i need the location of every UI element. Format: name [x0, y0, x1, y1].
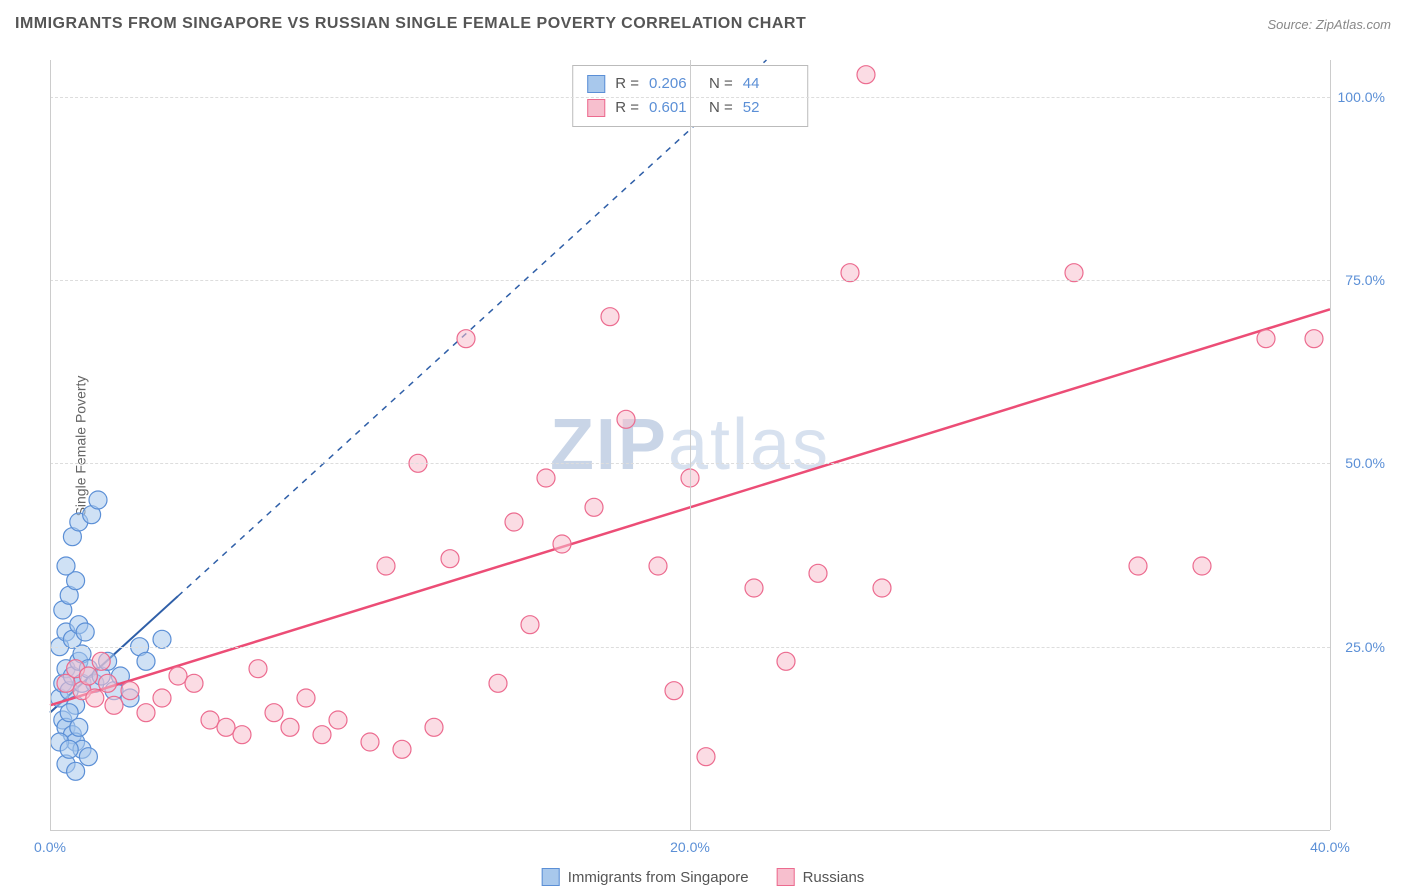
legend-item-russians: Russians [777, 868, 865, 886]
value-r-russians: 0.601 [649, 96, 699, 120]
label-r2: R = [615, 96, 639, 120]
value-n-singapore: 44 [743, 72, 793, 96]
x-tick-label: 20.0% [670, 839, 710, 855]
value-n-russians: 52 [743, 96, 793, 120]
bottom-legend: Immigrants from Singapore Russians [542, 868, 865, 886]
swatch-russians [587, 99, 605, 117]
plot-area: ZIPatlas R = 0.206 N = 44 R = 0.601 N = … [50, 60, 1330, 830]
value-r-singapore: 0.206 [649, 72, 699, 96]
swatch-singapore [587, 75, 605, 93]
legend-label-russians: Russians [803, 869, 865, 886]
y-tick-label: 25.0% [1345, 639, 1385, 655]
source-attribution: Source: ZipAtlas.com [1267, 17, 1391, 32]
label-n: N = [709, 72, 733, 96]
label-n2: N = [709, 96, 733, 120]
x-tick-label: 0.0% [34, 839, 66, 855]
legend-swatch-singapore [542, 868, 560, 886]
chart-title: IMMIGRANTS FROM SINGAPORE VS RUSSIAN SIN… [15, 15, 806, 33]
y-tick-label: 75.0% [1345, 272, 1385, 288]
legend-swatch-russians [777, 868, 795, 886]
y-tick-label: 100.0% [1338, 89, 1385, 105]
chart-header: IMMIGRANTS FROM SINGAPORE VS RUSSIAN SIN… [15, 15, 1391, 33]
y-tick-label: 50.0% [1345, 455, 1385, 471]
legend-label-singapore: Immigrants from Singapore [568, 869, 749, 886]
label-r: R = [615, 72, 639, 96]
x-tick-label: 40.0% [1310, 839, 1350, 855]
legend-item-singapore: Immigrants from Singapore [542, 868, 749, 886]
